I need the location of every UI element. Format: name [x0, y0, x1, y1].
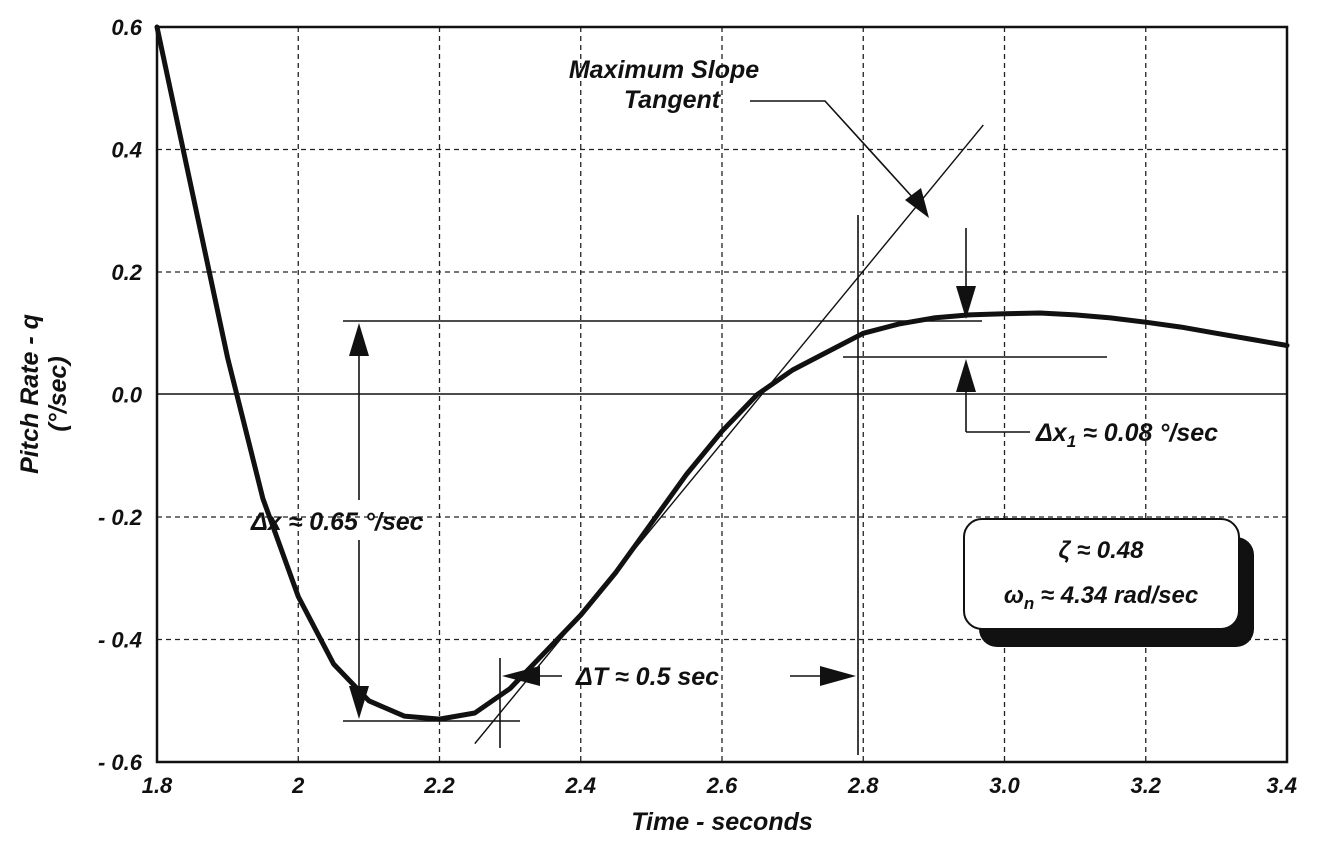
max-slope-label-line1: Maximum Slope: [569, 56, 759, 84]
delta-x1-value: ≈ 0.08 °/sec: [1076, 419, 1218, 447]
x-axis-label: Time - seconds: [631, 808, 813, 836]
x-tick-label: 3.2: [1130, 773, 1161, 798]
parameter-box: ζ ≈ 0.48 ωn ≈ 4.34 rad/sec: [963, 518, 1254, 647]
y-axis-label-line2: (°/sec): [44, 356, 72, 431]
x-tick-label: 2.2: [423, 773, 455, 798]
y-tick-label: 0.2: [111, 260, 142, 285]
x-tick-label: 3.4: [1266, 773, 1297, 798]
omega-subscript: n: [1024, 594, 1034, 613]
delta-x1-subscript: 1: [1067, 432, 1076, 451]
omega-label: ωn ≈ 4.34 rad/sec: [1004, 582, 1198, 613]
y-tick-label: 0.6: [111, 15, 142, 40]
x-tick-label: 2.6: [706, 773, 738, 798]
omega-value: ≈ 4.34 rad/sec: [1034, 582, 1198, 609]
delta-x1-label: Δx1 ≈ 0.08 °/sec: [1035, 419, 1218, 451]
y-tick-label: - 0.6: [98, 750, 143, 775]
y-tick-label: - 0.2: [98, 505, 143, 530]
delta-x1-arrow: [956, 228, 1030, 433]
y-axis-label-line1: Pitch Rate - q: [16, 314, 44, 474]
max-slope-tangent-line: [474, 124, 984, 745]
zeta-label: ζ ≈ 0.48: [1058, 537, 1144, 564]
y-tick-label: - 0.4: [98, 628, 142, 653]
max-slope-leader-arrow: [750, 100, 929, 218]
y-tick-label: 0.0: [111, 383, 142, 408]
x-tick-labels: 1.8 2 2.2 2.4 2.6 2.8 3.0 3.2 3.4: [142, 773, 1297, 798]
x-tick-label: 2.8: [847, 773, 879, 798]
delta-t-label: ΔT ≈ 0.5 sec: [575, 663, 719, 691]
y-tick-label: 0.4: [111, 138, 142, 163]
y-tick-labels: 0.6 0.4 0.2 0.0 - 0.2 - 0.4 - 0.6: [98, 15, 143, 775]
delta-x-arrow: [349, 323, 369, 719]
max-slope-label-line2: Tangent: [624, 86, 722, 114]
x-tick-label: 2: [291, 773, 305, 798]
omega-symbol: ω: [1004, 582, 1024, 609]
delta-t-arrow: [502, 666, 856, 686]
x-tick-label: 3.0: [989, 773, 1020, 798]
series-line: [154, 24, 1290, 722]
x-tick-label: 2.4: [564, 773, 596, 798]
x-tick-label: 1.8: [142, 773, 173, 798]
delta-x-label: Δx ≈ 0.65 °/sec: [250, 508, 424, 536]
delta-x1-prefix: Δx: [1035, 419, 1068, 447]
